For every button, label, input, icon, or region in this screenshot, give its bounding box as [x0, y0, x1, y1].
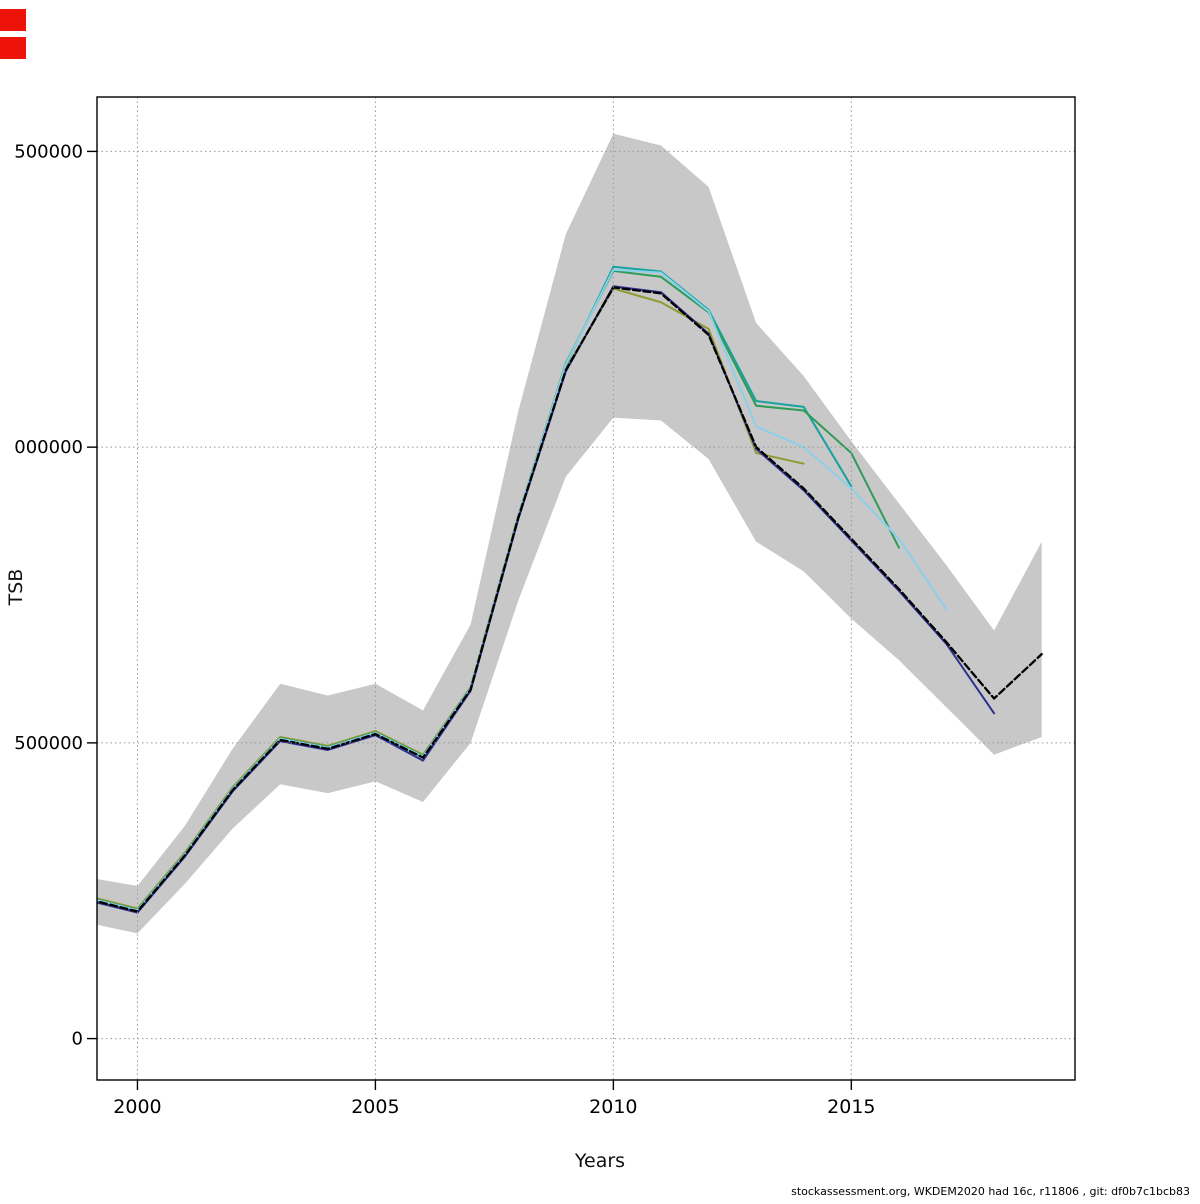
red-artifact-marker	[0, 37, 26, 59]
x-tick-label: 2000	[113, 1096, 161, 1118]
source-caption: stockassessment.org, WKDEM2020 had 16c, …	[791, 1185, 1190, 1198]
x-tick-label: 2010	[589, 1096, 637, 1118]
series-base-run	[97, 286, 1043, 913]
confidence-band	[97, 133, 1042, 934]
plot-border	[96, 96, 1076, 1081]
red-artifact-marker	[0, 9, 26, 31]
y-tick-label: 500000	[14, 141, 83, 162]
y-axis-title: TSB	[5, 568, 27, 606]
y-tick-label: 000000	[14, 437, 83, 458]
x-axis-title: Years	[574, 1150, 626, 1172]
plot-area	[97, 133, 1043, 934]
y-tick-label: 500000	[14, 733, 83, 754]
gridlines	[97, 97, 1075, 1080]
y-tick-label: 0	[72, 1029, 83, 1050]
axis-ticks	[87, 150, 853, 1090]
x-tick-label: 2015	[827, 1096, 875, 1118]
x-tick-label: 2005	[351, 1096, 399, 1118]
